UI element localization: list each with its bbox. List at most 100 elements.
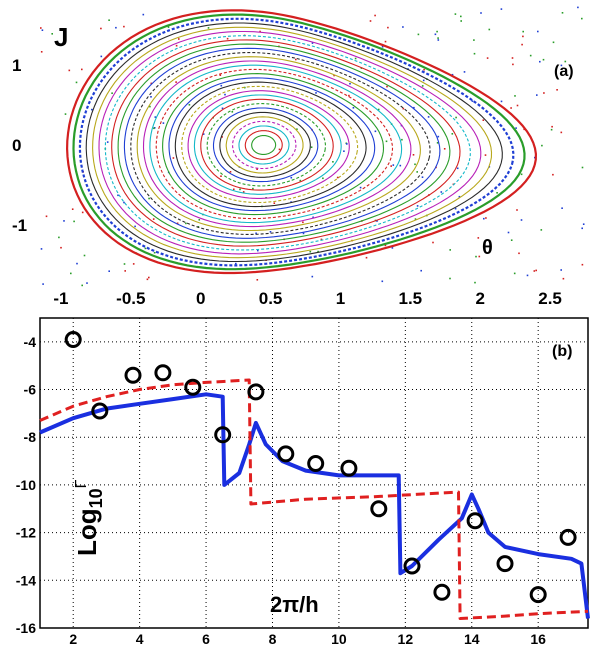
orbit-curve xyxy=(72,13,526,271)
chaos-point xyxy=(374,14,376,17)
chaos-point xyxy=(518,252,520,255)
chaos-point xyxy=(377,108,380,111)
chaos-point xyxy=(541,144,543,147)
chaos-point xyxy=(296,128,298,130)
chaos-point xyxy=(416,205,419,207)
chaos-point xyxy=(153,251,156,254)
chaos-point xyxy=(543,92,545,94)
chaos-point xyxy=(146,278,149,281)
chaos-point xyxy=(106,141,109,143)
x-tick-label-a: 0 xyxy=(196,289,205,308)
panel-label-b: (b) xyxy=(552,343,572,360)
chaos-point xyxy=(536,94,538,96)
chaos-point xyxy=(477,237,480,239)
data-circle xyxy=(307,455,325,472)
x-axis-label-a: θ xyxy=(482,237,493,259)
chaos-point xyxy=(167,26,170,28)
chaos-point xyxy=(100,27,102,30)
chaos-point xyxy=(581,17,583,20)
chaos-point xyxy=(269,231,272,233)
chaos-point xyxy=(455,116,457,119)
chaos-point xyxy=(71,208,74,210)
y-tick-labels-b: -4 -6 -8 -10 -12 -14 -16 xyxy=(16,334,36,636)
x-tick-label-b: 14 xyxy=(464,631,480,647)
chaos-point xyxy=(322,177,324,180)
y-tick-label-b: -4 xyxy=(24,334,37,350)
chaos-point xyxy=(421,85,424,87)
chaos-point xyxy=(290,176,293,179)
chaos-point xyxy=(150,82,153,85)
chaos-point xyxy=(148,276,150,279)
chaos-point xyxy=(336,176,339,179)
chaos-point xyxy=(381,280,384,283)
chaos-point xyxy=(386,85,388,88)
chaos-point xyxy=(176,222,179,225)
chaos-point xyxy=(310,146,313,148)
chaos-point xyxy=(500,100,503,103)
chaos-point xyxy=(514,95,516,97)
dashed-theory-line xyxy=(39,378,589,620)
y-label-main: Log xyxy=(72,508,102,556)
chaos-point xyxy=(500,8,503,10)
chaos-point xyxy=(478,255,481,258)
x-tick-label-b: 16 xyxy=(530,631,546,647)
chaos-point xyxy=(551,125,553,128)
chaos-point xyxy=(202,133,205,135)
chaos-point xyxy=(226,37,229,40)
chaos-point xyxy=(289,119,291,121)
chaos-point xyxy=(475,255,477,258)
chaos-point xyxy=(40,248,43,250)
chaos-point xyxy=(561,207,563,209)
orbit-curve xyxy=(136,56,421,232)
y-tick-label-b: -12 xyxy=(16,525,36,541)
chaos-point xyxy=(40,27,42,29)
chaos-point xyxy=(417,33,420,36)
orbit-curve xyxy=(92,26,493,259)
chaos-point xyxy=(510,239,513,241)
y-tick-label-b: -16 xyxy=(16,620,36,636)
chaos-point xyxy=(40,51,43,53)
orbit-curve xyxy=(85,22,503,263)
orbit-curve xyxy=(200,98,334,191)
chaos-point xyxy=(412,154,415,156)
x-tick-label-a: 2.5 xyxy=(538,289,562,308)
orbit-curve xyxy=(168,77,376,212)
chaos-point xyxy=(526,274,529,277)
chaos-point xyxy=(154,116,157,118)
chaos-point xyxy=(552,41,555,44)
chaos-point xyxy=(185,222,187,225)
chaos-point xyxy=(309,250,312,253)
chaos-point xyxy=(427,116,430,118)
solid-theory-line xyxy=(39,392,590,619)
x-axis-label-b: 2π/h xyxy=(270,592,319,617)
chaos-point xyxy=(483,217,485,220)
chaos-point xyxy=(332,161,334,163)
chaos-point xyxy=(540,229,543,231)
chaos-point xyxy=(458,195,461,198)
y-tick-label-b: -14 xyxy=(16,572,36,588)
data-circle xyxy=(466,512,484,530)
chaos-point xyxy=(273,202,276,204)
chaos-point xyxy=(123,25,125,28)
orbit-curve xyxy=(117,43,451,243)
chaos-point xyxy=(320,238,323,241)
chaos-point xyxy=(111,92,113,94)
chaos-point xyxy=(142,13,145,16)
orbit-curve xyxy=(238,125,290,165)
chaos-point xyxy=(522,35,524,38)
chaos-point xyxy=(463,71,466,73)
x-tick-label-b: 8 xyxy=(269,631,277,647)
orbit-curve xyxy=(65,9,538,275)
x-tick-label-a: 1 xyxy=(336,289,345,308)
chaos-point xyxy=(346,143,348,145)
chaos-point xyxy=(108,19,110,21)
chaos-point xyxy=(539,60,541,63)
chaos-point xyxy=(432,241,434,244)
chaos-point xyxy=(522,30,524,33)
chaos-point xyxy=(550,128,553,131)
chaos-point xyxy=(529,54,532,57)
chaos-point xyxy=(233,188,235,191)
chaos-point xyxy=(81,284,83,287)
orbit-curve xyxy=(187,90,350,199)
chaos-point xyxy=(535,269,537,272)
